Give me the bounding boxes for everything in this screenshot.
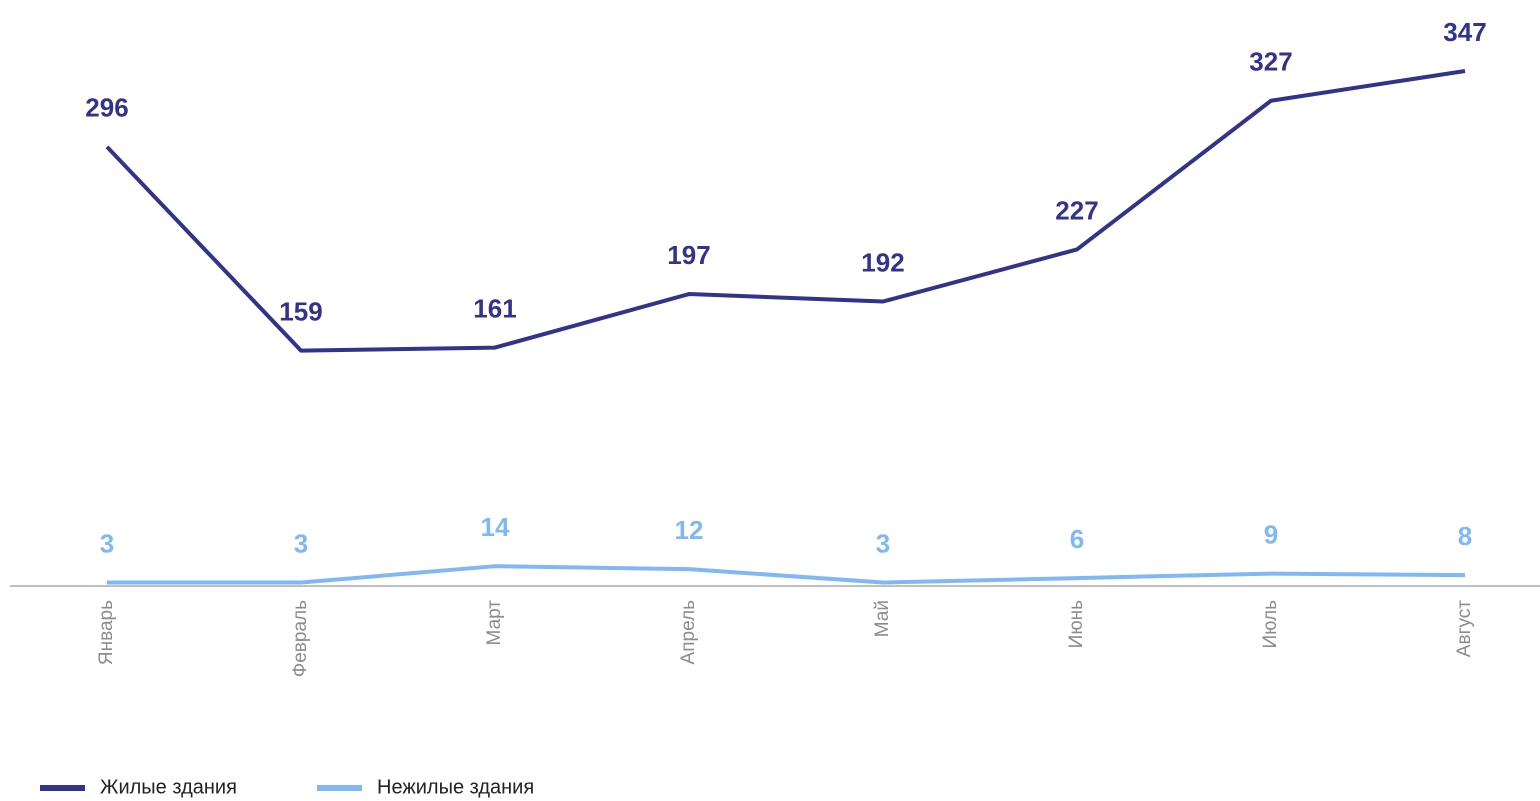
series-line — [105, 69, 1466, 353]
data-label: 296 — [85, 93, 128, 123]
data-label: 161 — [473, 293, 516, 323]
data-label: 197 — [667, 240, 710, 270]
x-tick-label: Июль — [1260, 600, 1281, 649]
x-tick-label: Февраль — [290, 600, 311, 677]
data-label: 327 — [1249, 47, 1292, 77]
series-line — [107, 564, 1466, 585]
x-tick-label: Июнь — [1066, 600, 1087, 648]
x-tick-label: Январь — [96, 600, 117, 665]
data-label: 3 — [876, 528, 890, 558]
data-label: 227 — [1055, 195, 1098, 225]
data-label: 159 — [279, 296, 322, 326]
data-label: 3 — [100, 528, 114, 558]
data-label: 9 — [1264, 519, 1278, 549]
data-label: 3 — [294, 528, 308, 558]
data-label: 6 — [1070, 524, 1084, 554]
x-tick-label: Май — [872, 600, 893, 637]
x-tick-label: Март — [484, 600, 505, 646]
data-label: 192 — [861, 247, 904, 277]
x-tick-label: Апрель — [678, 600, 699, 665]
data-label: 8 — [1458, 521, 1472, 551]
legend-label: Жилые здания — [100, 776, 237, 798]
data-label: 347 — [1443, 17, 1486, 47]
legend-label: Нежилые здания — [377, 776, 534, 798]
data-label: 12 — [675, 515, 704, 545]
x-tick-label: Август — [1454, 600, 1475, 657]
data-label: 14 — [481, 512, 510, 542]
